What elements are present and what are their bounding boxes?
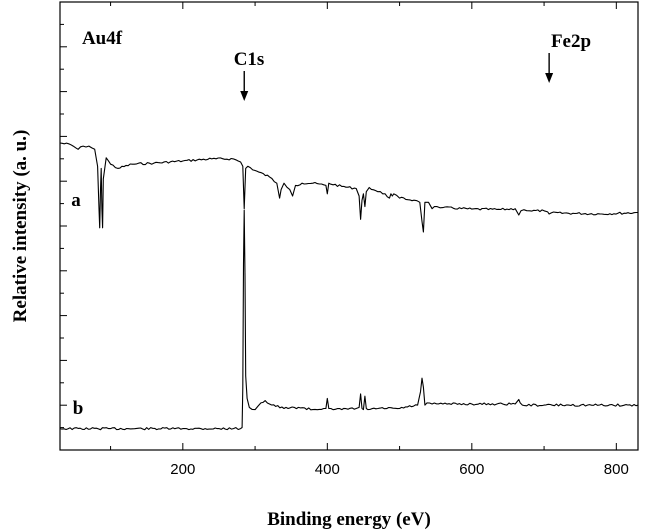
peak-arrow-head-fe2p <box>545 73 554 83</box>
peak-label-c1s: C1s <box>234 49 265 70</box>
peak-annotations: Au4f C1s Fe2p <box>82 28 591 101</box>
peak-label-au4f: Au4f <box>82 28 123 49</box>
series-a-label: a <box>71 190 81 211</box>
x-tick-label: 800 <box>604 461 629 478</box>
series-b-label: b <box>73 398 84 419</box>
series-b-line <box>59 209 639 431</box>
y-axis-label: Relative intensity (a. u.) <box>10 130 31 323</box>
series-a-line <box>59 142 638 233</box>
y-axis-ticks <box>60 23 67 429</box>
peak-label-fe2p: Fe2p <box>551 31 591 52</box>
x-axis-ticks: 200 400 600 800 <box>110 2 629 478</box>
series-group: ab <box>59 142 639 431</box>
x-axis-label: Binding energy (eV) <box>267 509 431 530</box>
x-tick-label: 200 <box>170 461 195 478</box>
plot-frame <box>59 1 639 451</box>
peak-arrow-head-c1s <box>240 91 249 101</box>
x-tick-label: 400 <box>315 461 340 478</box>
x-tick-label: 600 <box>459 461 484 478</box>
